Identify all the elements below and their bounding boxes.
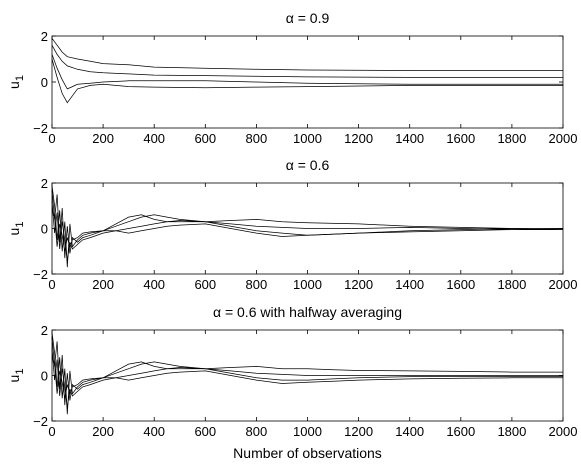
x-tick-label: 1800: [497, 424, 526, 439]
x-tick-label: 1400: [395, 131, 424, 146]
x-tick-label: 200: [92, 131, 114, 146]
y-tick-label: 2: [41, 176, 48, 191]
x-tick-label: 1400: [395, 424, 424, 439]
panel-1: 0 200 400 600 800 1000 1200 1400 1600 1800 2000−20…: [6, 10, 577, 146]
y-tick-label: 0: [41, 75, 48, 90]
plot-frame: [51, 35, 564, 129]
x-tick-label: 2000: [549, 277, 578, 292]
x-tick-label: 1800: [497, 277, 526, 292]
x-tick-label: 0: [48, 424, 55, 439]
y-tick-label: 0: [41, 369, 48, 384]
x-tick-label: 400: [143, 131, 165, 146]
x-tick-label: 1600: [446, 424, 475, 439]
x-tick-label: 800: [246, 277, 268, 292]
x-tick-label: 2000: [549, 424, 578, 439]
series-line-1: [51, 38, 563, 71]
y-axis-label-subscript: 1: [14, 75, 26, 81]
x-tick-label: 1800: [497, 131, 526, 146]
y-tick-label: −2: [33, 414, 48, 429]
x-tick-label: 600: [194, 131, 216, 146]
panel-title: α = 0.9: [286, 10, 330, 26]
x-tick-label: 1200: [344, 424, 373, 439]
series-line-3: [51, 201, 564, 261]
x-tick-label: 800: [246, 131, 268, 146]
y-tick-label: 2: [41, 323, 48, 338]
panel-3: 0 200 400 600 800 1000 1200 1400 1600 1800 2000−20…: [6, 304, 577, 439]
y-tick-label: 2: [41, 29, 48, 44]
x-tick-label: 1000: [293, 424, 322, 439]
series-line-2: [51, 45, 563, 78]
y-tick-label: −2: [33, 121, 48, 136]
y-axis-label: u1: [6, 222, 26, 236]
x-tick-label: 600: [194, 424, 216, 439]
y-tick-label: 0: [41, 222, 48, 237]
y-axis-label-main: u: [6, 228, 22, 236]
x-tick-label: 1200: [344, 277, 373, 292]
series-line-1: [51, 185, 563, 268]
y-axis-label-main: u: [6, 375, 22, 383]
y-axis-label-main: u: [6, 81, 22, 89]
x-tick-label: 800: [246, 424, 268, 439]
x-tick-label: 600: [194, 277, 216, 292]
x-tick-label: 1600: [446, 131, 475, 146]
x-tick-label: 1000: [293, 277, 322, 292]
series-line-4: [51, 58, 563, 104]
x-tick-label: 1000: [293, 131, 322, 146]
panel-title: α = 0.6: [286, 157, 330, 173]
series-line-3: [51, 348, 563, 408]
series-line-4: [51, 210, 563, 252]
x-tick-label: 1200: [344, 131, 373, 146]
y-tick-label: −2: [33, 267, 48, 282]
series-line-2: [51, 189, 564, 259]
x-tick-label: 2000: [549, 131, 578, 146]
x-tick-label: 200: [92, 277, 114, 292]
y-axis-label: u1: [6, 369, 26, 383]
series-line-3: [51, 54, 563, 90]
series-line-4: [51, 357, 563, 399]
panel-2: 0 200 400 600 800 1000 1200 1400 1600 1800 2000−20…: [6, 157, 577, 292]
y-axis-label-subscript: 1: [14, 369, 26, 375]
x-tick-label: 400: [143, 424, 165, 439]
x-tick-label: 0: [48, 131, 55, 146]
x-tick-label: 1600: [446, 277, 475, 292]
panel-title: α = 0.6 with halfway averaging: [213, 304, 402, 320]
x-tick-label: 1400: [395, 277, 424, 292]
x-tick-label: 400: [143, 277, 165, 292]
x-tick-label: 200: [92, 424, 114, 439]
y-axis-label-subscript: 1: [14, 222, 26, 228]
x-tick-label: 0: [48, 277, 55, 292]
x-axis-label: Number of observations: [233, 445, 382, 461]
series-line-1: [51, 332, 563, 415]
series-line-2: [51, 336, 563, 406]
y-axis-label: u1: [6, 75, 26, 89]
